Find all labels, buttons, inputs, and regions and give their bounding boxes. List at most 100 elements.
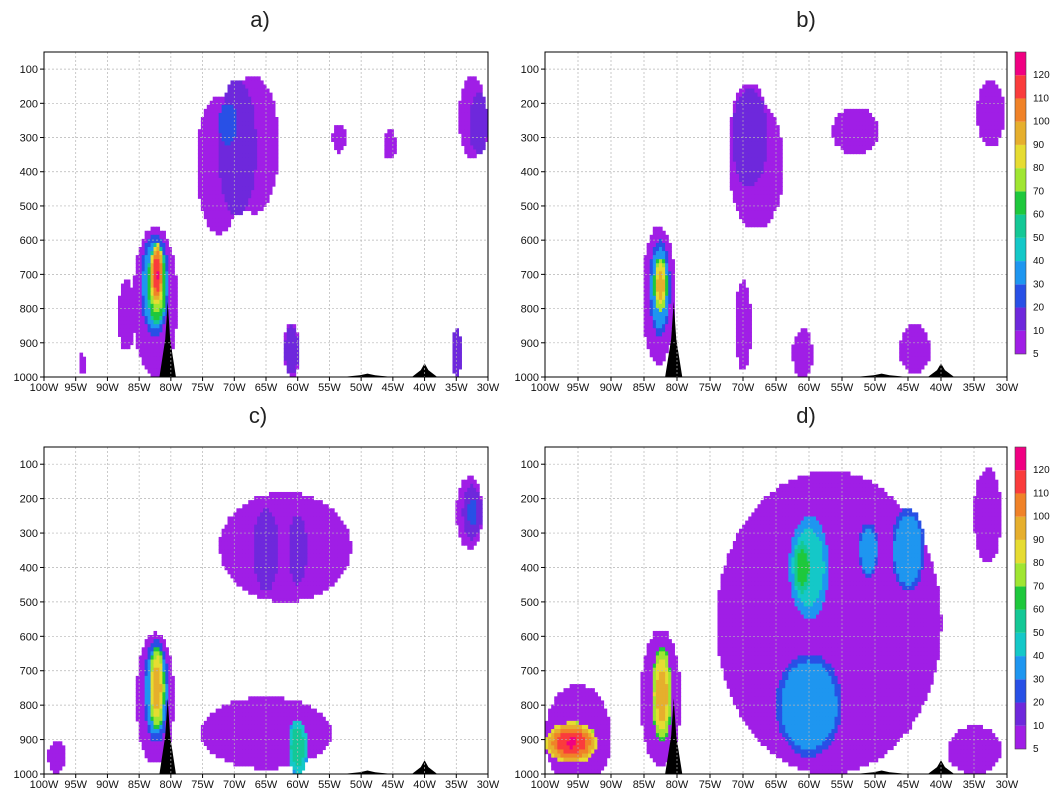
- shade-cell: [215, 712, 220, 718]
- shade-cell: [268, 585, 273, 591]
- shade-cell: [331, 541, 335, 546]
- shade-cell: [239, 745, 243, 751]
- shade-cell: [843, 145, 848, 151]
- shade-cell: [769, 214, 774, 220]
- shade-cell: [985, 121, 990, 126]
- shade-cell: [665, 336, 669, 342]
- shade-cell: [754, 104, 759, 110]
- shade-cell: [476, 536, 480, 542]
- shade-cell: [153, 275, 158, 281]
- shade-cell: [652, 247, 657, 252]
- shade-cell: [763, 198, 768, 203]
- shade-cell: [239, 532, 243, 538]
- shade-cell: [908, 336, 913, 342]
- shade-cell: [153, 663, 158, 669]
- shade-cell: [757, 141, 762, 147]
- shade-cell: [1000, 112, 1005, 118]
- shade-cell: [908, 324, 913, 329]
- shade-cell: [840, 117, 845, 122]
- shade-cell: [147, 320, 152, 325]
- shade-cell: [337, 528, 341, 534]
- colorbar-swatch: [1015, 75, 1026, 99]
- shade-cell: [209, 194, 214, 199]
- shade-cell: [55, 745, 60, 751]
- shade-cell: [274, 565, 279, 571]
- shade-cell: [251, 84, 255, 90]
- shade-cell: [209, 729, 214, 734]
- shade-cell: [797, 340, 802, 346]
- shade-cell: [316, 569, 320, 575]
- terrain-mark: [855, 373, 908, 377]
- shade-cell: [859, 145, 863, 151]
- shade-cell: [138, 733, 143, 738]
- shade-cell: [242, 182, 246, 187]
- shade-cell: [245, 88, 249, 94]
- shade-cell: [763, 157, 768, 163]
- shade-cell: [156, 675, 161, 681]
- shade-cell: [461, 137, 465, 142]
- y-tick-label: 100: [521, 64, 539, 76]
- shade-cell: [345, 536, 350, 542]
- shade-cell: [982, 125, 987, 130]
- shade-cell: [233, 737, 237, 742]
- shade-cell: [144, 741, 149, 746]
- shade-cell: [159, 348, 163, 354]
- shade-cell: [197, 182, 202, 187]
- shade-cell: [129, 312, 134, 317]
- shade-cell: [739, 283, 743, 289]
- shade-cell: [224, 100, 229, 106]
- shade-cell: [754, 96, 759, 102]
- shade-cell: [899, 352, 903, 358]
- shade-cell: [849, 137, 854, 142]
- shade-cell: [455, 508, 459, 513]
- shade-cell: [763, 141, 768, 147]
- shade-cell: [209, 177, 214, 183]
- shade-cell: [141, 336, 146, 342]
- shade-cell: [467, 541, 471, 546]
- shade-cell: [224, 182, 229, 187]
- shade-cell: [319, 590, 323, 595]
- shade-cell: [251, 161, 255, 167]
- shade-cell: [846, 125, 851, 130]
- shade-cell: [662, 340, 666, 346]
- shade-cell: [147, 639, 152, 644]
- shade-cell: [295, 336, 300, 342]
- shade-cell: [280, 536, 285, 542]
- shade-cell: [800, 368, 805, 374]
- shade-cell: [649, 336, 654, 342]
- shade-cell: [245, 190, 249, 195]
- shade-cell: [239, 708, 243, 714]
- shade-cell: [233, 700, 237, 706]
- x-tick-label: 65W: [255, 382, 278, 394]
- shade-cell: [206, 182, 211, 187]
- shade-cell: [649, 348, 654, 354]
- shade-cell: [307, 749, 311, 755]
- shade-cell: [464, 121, 468, 126]
- shade-cell: [739, 206, 743, 212]
- shade-cell: [203, 153, 208, 159]
- shade-cell: [455, 360, 459, 366]
- shade-cell: [224, 161, 229, 167]
- shade-cell: [221, 104, 226, 110]
- shade-cell: [905, 344, 910, 350]
- shade-cell: [763, 214, 768, 220]
- shade-cell: [144, 283, 149, 289]
- shade-cell: [248, 84, 252, 90]
- shade-cell: [834, 137, 839, 142]
- shade-cell: [218, 117, 223, 122]
- shade-cell: [162, 299, 166, 305]
- shade-cell: [150, 360, 155, 366]
- shade-cell: [732, 153, 737, 159]
- shade-cell: [266, 594, 270, 599]
- shade-cell: [271, 716, 276, 722]
- shade-cell: [162, 251, 166, 256]
- shade-cell: [268, 117, 273, 122]
- shade-cell: [138, 688, 143, 693]
- shade-cell: [257, 198, 261, 203]
- shade-cell: [215, 729, 220, 734]
- shade-cell: [479, 104, 483, 110]
- shade-cell: [263, 704, 267, 710]
- shade-cell: [345, 528, 350, 534]
- shade-cell: [209, 125, 214, 130]
- shade-cell: [159, 745, 163, 751]
